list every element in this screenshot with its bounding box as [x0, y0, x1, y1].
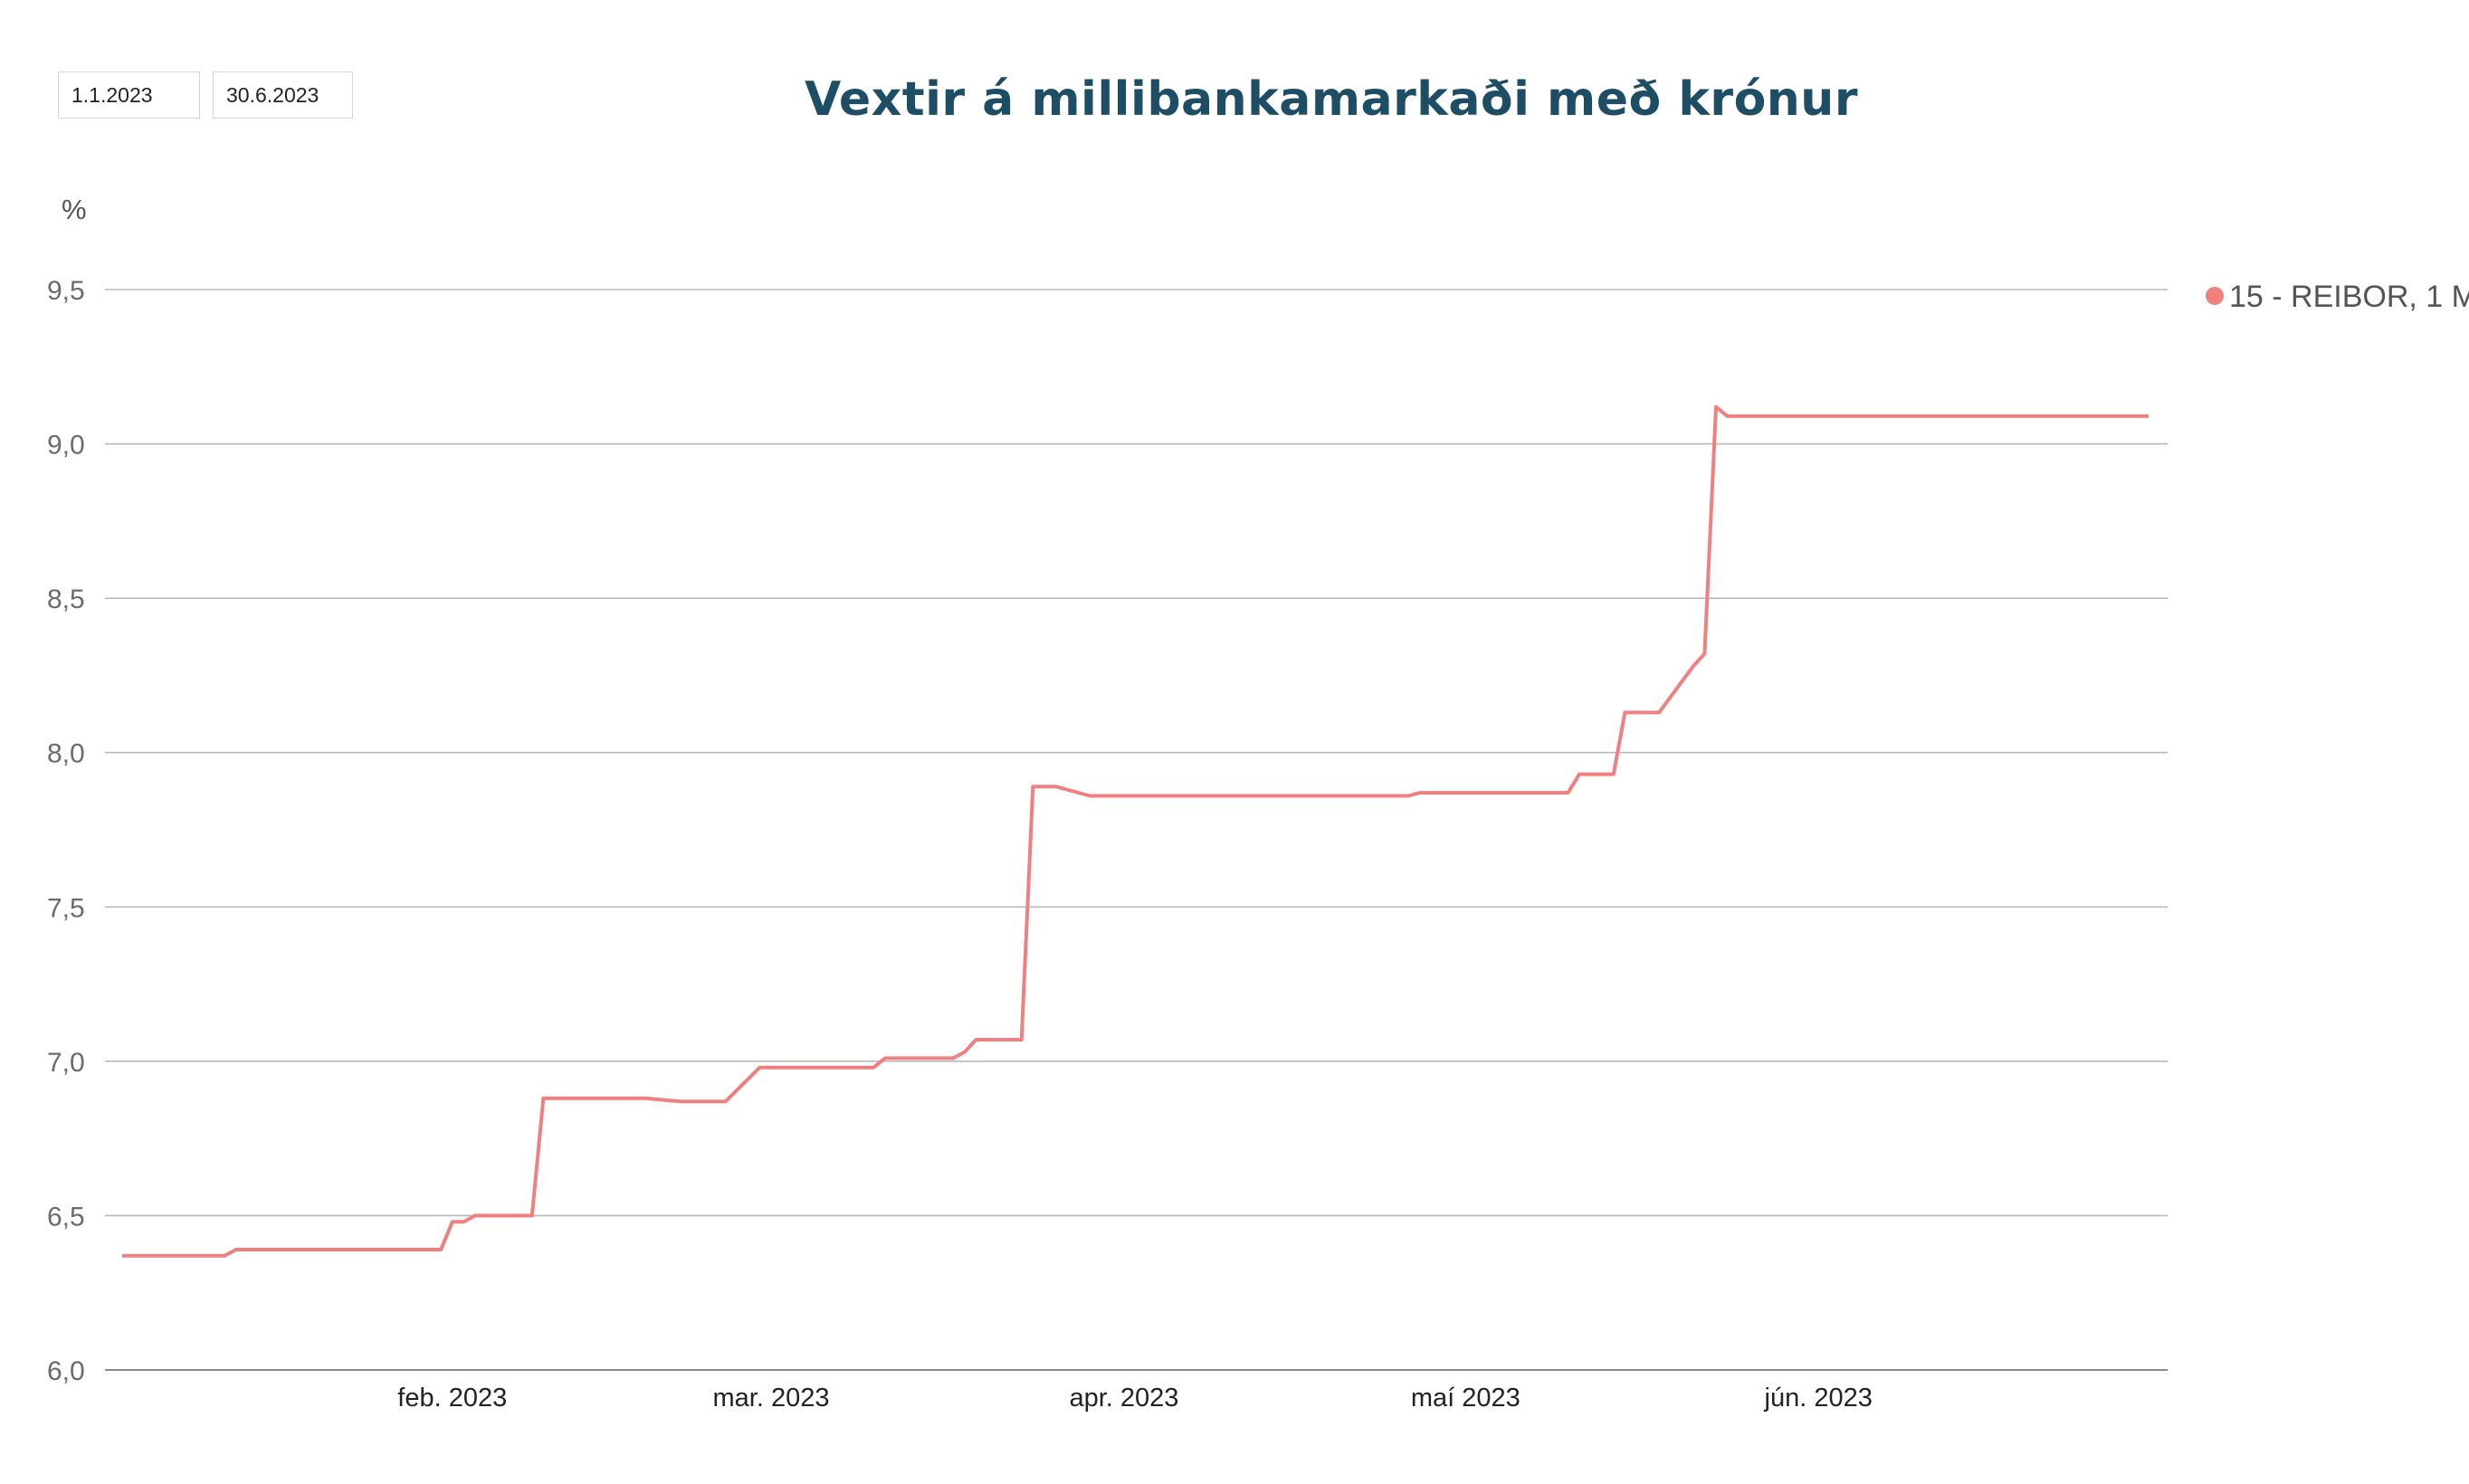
- x-tick-label: mar. 2023: [712, 1384, 829, 1413]
- y-tick-label: 9,5: [47, 276, 85, 306]
- x-tick-label: feb. 2023: [397, 1384, 507, 1413]
- start-date-input[interactable]: 1.1.2023: [58, 71, 200, 119]
- series-line[interactable]: [122, 404, 2149, 1258]
- y-tick-label: 6,5: [47, 1202, 85, 1232]
- y-tick-label: 9,0: [47, 431, 85, 461]
- x-tick-label: maí 2023: [1411, 1384, 1520, 1413]
- gridlines: [105, 289, 2168, 1371]
- x-axis-ticks: feb. 2023 mar. 2023 apr. 2023 maí 2023 jún. …: [397, 1384, 1873, 1413]
- series-group: [122, 404, 2149, 1258]
- y-axis-ticks: 6,0 6,5 7,0 7,5 8,0 8,5 9,0 9,5: [47, 276, 85, 1386]
- y-tick-label: 8,5: [47, 585, 85, 614]
- y-tick-label: 7,5: [47, 893, 85, 923]
- x-tick-label: jún. 2023: [1764, 1384, 1873, 1413]
- x-tick-label: apr. 2023: [1069, 1384, 1178, 1413]
- y-tick-label: 6,0: [47, 1356, 85, 1386]
- chart-title: Vextir á millibankamarkaði með krónur: [805, 72, 1858, 127]
- y-tick-label: 7,0: [47, 1048, 85, 1078]
- y-axis-unit-label: %: [62, 194, 87, 225]
- legend-marker: [2206, 287, 2224, 305]
- end-date-input[interactable]: 30.6.2023: [213, 71, 353, 119]
- y-tick-label: 8,0: [47, 739, 85, 769]
- legend[interactable]: 15 - REIBOR, 1 M: [2206, 280, 2469, 314]
- legend-label: 15 - REIBOR, 1 M: [2229, 280, 2469, 314]
